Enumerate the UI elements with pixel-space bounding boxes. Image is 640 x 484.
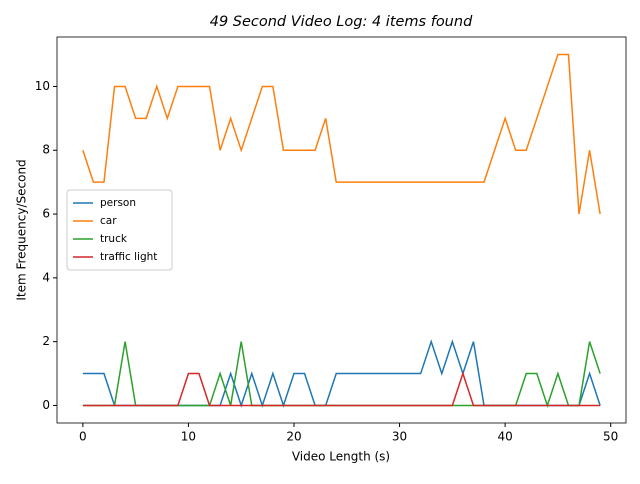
- y-tick-label: 6: [42, 207, 50, 221]
- x-tick-label: 30: [392, 430, 407, 444]
- y-tick-label: 8: [42, 143, 50, 157]
- y-tick-label: 4: [42, 270, 50, 284]
- y-tick-label: 2: [42, 334, 50, 348]
- plot-frame: [56, 36, 627, 424]
- x-axis-label: Video Length (s): [292, 450, 390, 464]
- x-tick-label: 20: [286, 430, 301, 444]
- series-line: [82, 53, 601, 215]
- x-tick-label: 0: [79, 430, 87, 444]
- x-tick-label: 50: [603, 430, 618, 444]
- y-axis-label: Item Frequency/Second: [15, 159, 29, 300]
- series-line: [82, 339, 601, 408]
- legend-label: truck: [100, 233, 128, 245]
- legend-box: [66, 189, 173, 271]
- chart-title: 49 Second Video Log: 4 items found: [210, 14, 473, 30]
- y-tick-label: 0: [42, 398, 50, 412]
- legend-label: traffic light: [100, 251, 157, 263]
- legend-label: car: [100, 215, 117, 227]
- legend-label: person: [100, 197, 136, 209]
- x-tick-label: 10: [181, 430, 196, 444]
- series-line: [82, 371, 601, 407]
- y-tick-label: 10: [35, 79, 50, 93]
- x-tick-label: 40: [497, 430, 512, 444]
